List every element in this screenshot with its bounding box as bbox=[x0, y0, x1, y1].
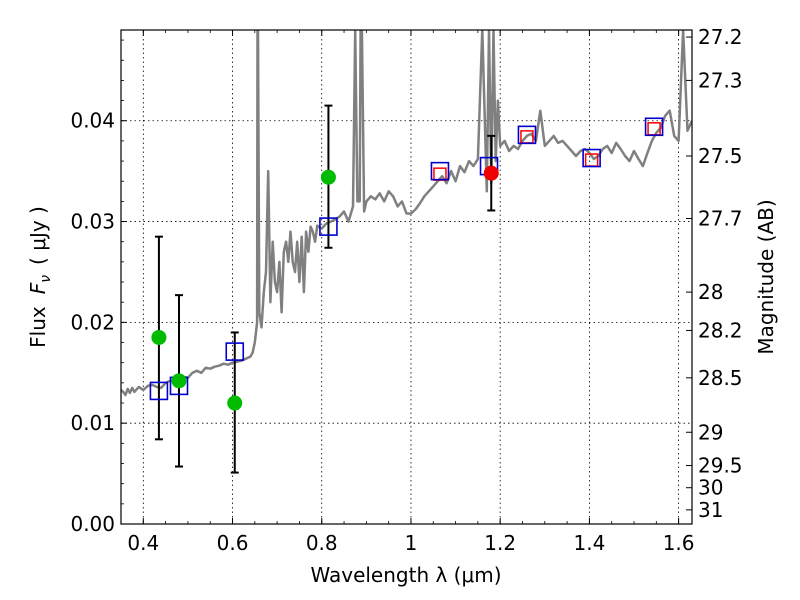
y2-tick-label: 27.5 bbox=[698, 144, 743, 168]
x-tick-label: 1.2 bbox=[484, 531, 516, 555]
model-photometry-marker bbox=[149, 381, 169, 401]
y2-axis-label: Magnitude (AB) bbox=[754, 199, 778, 354]
y2-tick-label: 28 bbox=[698, 280, 723, 304]
x-tick-label: 0.4 bbox=[127, 531, 159, 555]
y2-tick-label: 27.7 bbox=[698, 207, 743, 231]
observed-point bbox=[320, 169, 336, 185]
x-tick-label: 1 bbox=[405, 531, 418, 555]
plot-frame bbox=[120, 29, 693, 525]
y2-tick-label: 30 bbox=[698, 476, 723, 500]
y2-tick-label: 28.2 bbox=[698, 318, 743, 342]
observed-point bbox=[151, 329, 167, 345]
x-tick-label: 0.6 bbox=[217, 531, 249, 555]
y-label-subscript: ν bbox=[38, 275, 54, 283]
observed-point bbox=[171, 373, 187, 389]
model-photometry-marker bbox=[430, 161, 450, 181]
y2-tick-label: 28.5 bbox=[698, 366, 743, 390]
y2-tick-label: 27.3 bbox=[698, 68, 743, 92]
y2-tick-label: 31 bbox=[698, 498, 723, 522]
model-photometry-marker bbox=[225, 342, 245, 361]
model-photometry-marker bbox=[644, 117, 664, 137]
x-tick-label: 1.4 bbox=[573, 531, 605, 555]
x-axis-label: Wavelength λ (μm) bbox=[310, 563, 501, 587]
y-label-symbol: F bbox=[26, 282, 50, 294]
model-photometry-marker bbox=[319, 217, 338, 236]
y2-tick-label: 27.2 bbox=[698, 25, 743, 49]
x-tick-label: 1.6 bbox=[663, 531, 695, 555]
model-photometry-marker bbox=[517, 125, 537, 145]
y2-tick-label: 29 bbox=[698, 420, 723, 444]
observed-point bbox=[483, 165, 499, 181]
y-label-prefix: Flux bbox=[26, 306, 50, 348]
y2-tick-label: 29.5 bbox=[698, 454, 743, 478]
y-axis-label: Flux Fν ( μJy ) bbox=[26, 206, 54, 348]
data-layer bbox=[121, 30, 692, 474]
x-tick-label: 0.8 bbox=[306, 531, 338, 555]
y-tick-label: 0.01 bbox=[70, 411, 115, 435]
y-tick-label: 0.02 bbox=[70, 310, 115, 334]
sed-model-line bbox=[121, 30, 692, 397]
model-photometry-marker bbox=[582, 148, 601, 168]
y-tick-label: 0.03 bbox=[70, 210, 115, 234]
observed-point bbox=[227, 395, 243, 411]
y-label-units: ( μJy ) bbox=[26, 206, 50, 265]
y-tick-label: 0.00 bbox=[70, 512, 115, 536]
y-tick-label: 0.04 bbox=[70, 109, 115, 133]
axes: 0.4 0.6 0.8 1 1.2 1.4 1.6 0.00 0.01 0.02 0.03 0.04 2… bbox=[70, 25, 742, 555]
